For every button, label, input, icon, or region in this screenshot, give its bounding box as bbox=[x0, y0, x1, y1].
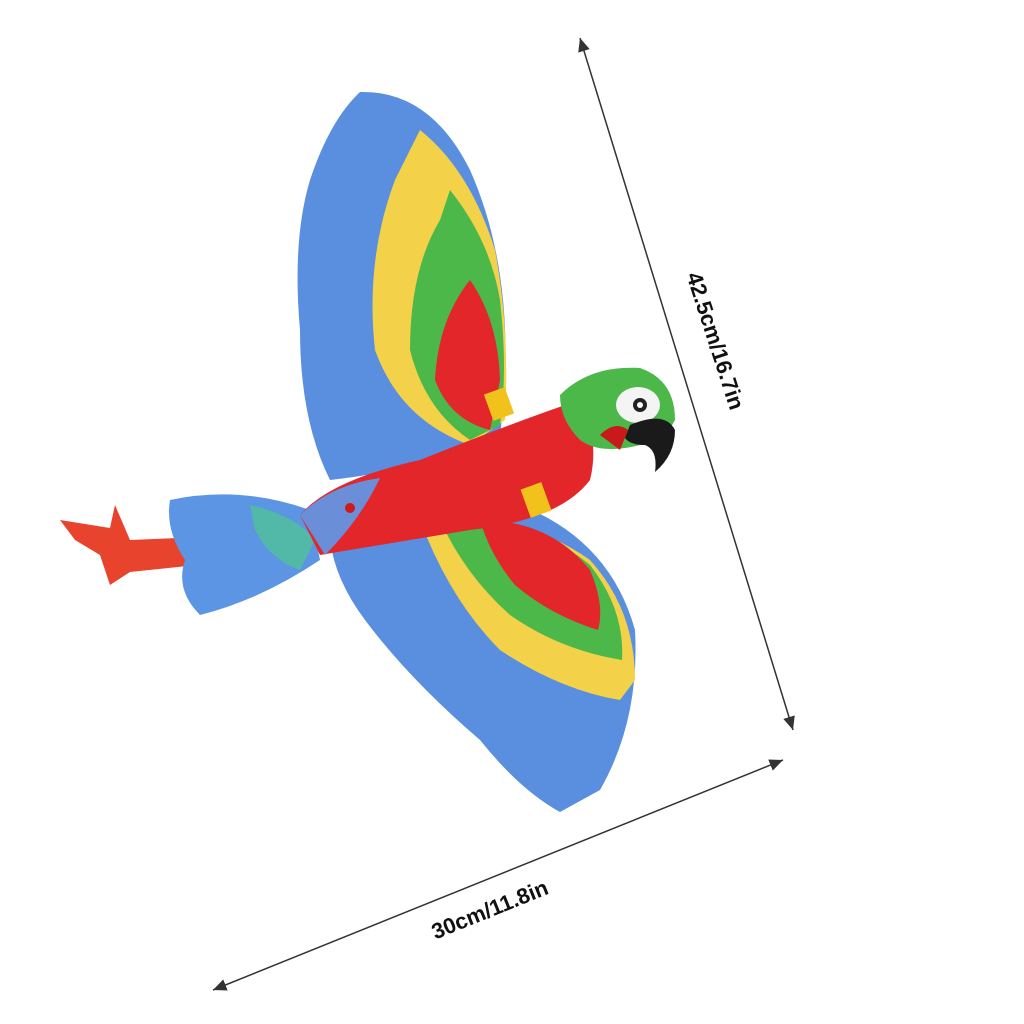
body bbox=[300, 400, 594, 555]
lower-wing bbox=[330, 504, 636, 812]
beak bbox=[625, 418, 675, 472]
tail-streamer bbox=[60, 505, 250, 585]
width-dimension-line bbox=[212, 759, 784, 991]
upper-wing bbox=[297, 91, 507, 480]
length-dimension-line bbox=[578, 37, 795, 731]
